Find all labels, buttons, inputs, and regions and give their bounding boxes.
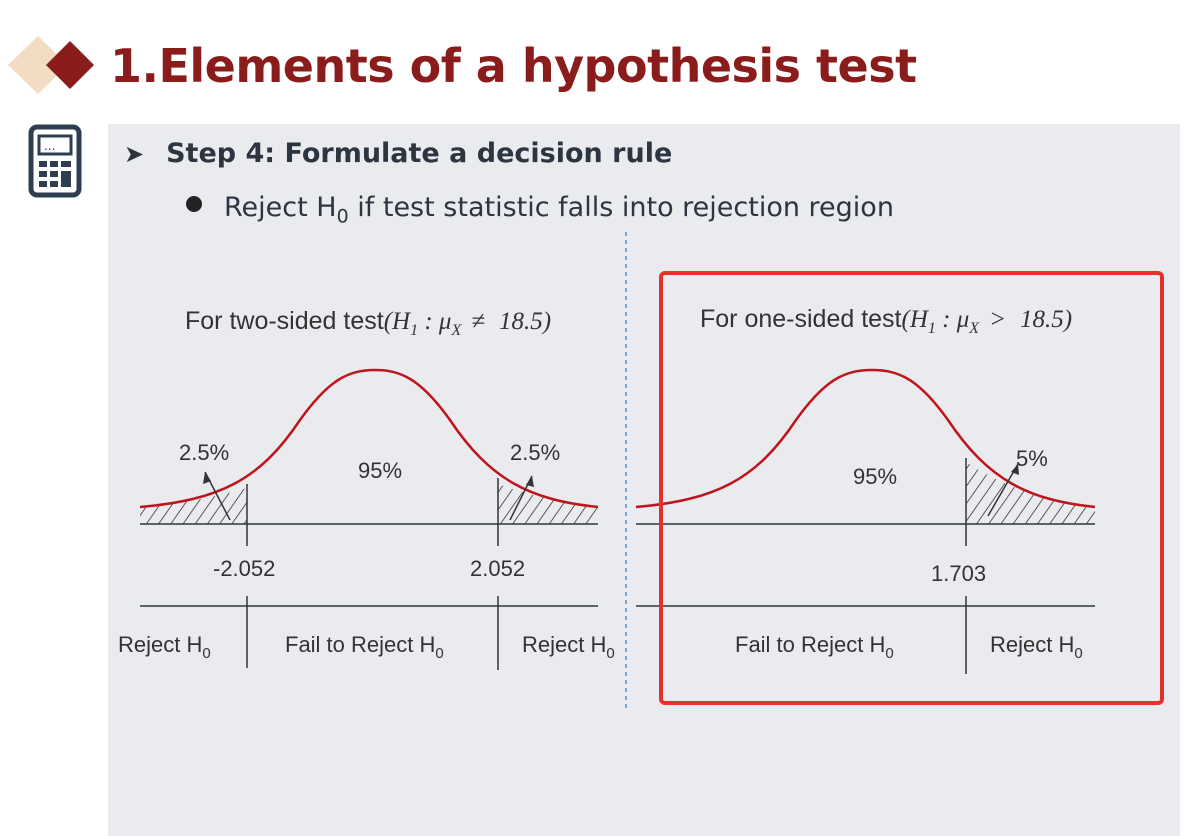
one-sided-arrowhead xyxy=(1011,464,1019,475)
bullet-sub: 0 xyxy=(336,205,349,228)
one-sided-center-pct: 95% xyxy=(853,464,897,489)
two-sided-heading: For two-sided test(H1 : μX ≠ 18.5) xyxy=(185,307,551,339)
one-sided-critical-value: 1.703 xyxy=(931,561,986,586)
one-sided-tail-pct: 5% xyxy=(1016,446,1048,471)
two-sided-left-tail-shading xyxy=(140,488,247,524)
one-sided-highlight-box xyxy=(659,271,1164,705)
one-sided-heading: For one-sided test(H1 : μX >18.5) xyxy=(700,305,1072,337)
step-heading: ➤ Step 4: Formulate a decision rule xyxy=(124,138,672,169)
title-diamond-icon xyxy=(8,36,94,94)
page-title: 1.Elements of a hypothesis test xyxy=(110,39,917,93)
content-panel xyxy=(108,124,1180,836)
svg-text:...: ... xyxy=(44,139,55,153)
one-sided-region-left: Fail to Reject H0 xyxy=(735,632,894,662)
two-sided-region-center: Fail to Reject H0 xyxy=(285,632,444,662)
arrow-bullet-icon: ➤ xyxy=(124,140,145,168)
two-sided-right-tail-pct: 2.5% xyxy=(510,440,560,465)
two-sided-left-arrowhead xyxy=(203,472,211,484)
two-sided-center-pct: 95% xyxy=(358,458,402,483)
two-sided-region-right: Reject H0 xyxy=(522,632,615,662)
one-sided-normal-curve xyxy=(635,368,1096,509)
two-sided-right-arrowhead xyxy=(526,476,534,487)
two-sided-region-left: Reject H0 xyxy=(118,632,211,662)
bullet-pre: Reject H xyxy=(224,192,337,223)
decision-rule-bullet: Reject H0 if test statistic falls into r… xyxy=(186,192,894,227)
one-sided-tail-shading xyxy=(966,462,1095,524)
two-sided-normal-curve xyxy=(139,368,599,509)
step-text: Step 4: Formulate a decision rule xyxy=(166,138,673,169)
one-sided-region-right: Reject H0 xyxy=(990,632,1083,662)
calculator-icon: ... xyxy=(28,124,82,198)
two-sided-left-tail-pct: 2.5% xyxy=(179,440,229,465)
bullet-dot-icon xyxy=(186,196,202,212)
two-sided-left-critical-value: -2.052 xyxy=(213,556,275,581)
two-sided-right-critical-value: 2.052 xyxy=(470,556,525,581)
bullet-post: if test statistic falls into rejection r… xyxy=(348,192,894,223)
